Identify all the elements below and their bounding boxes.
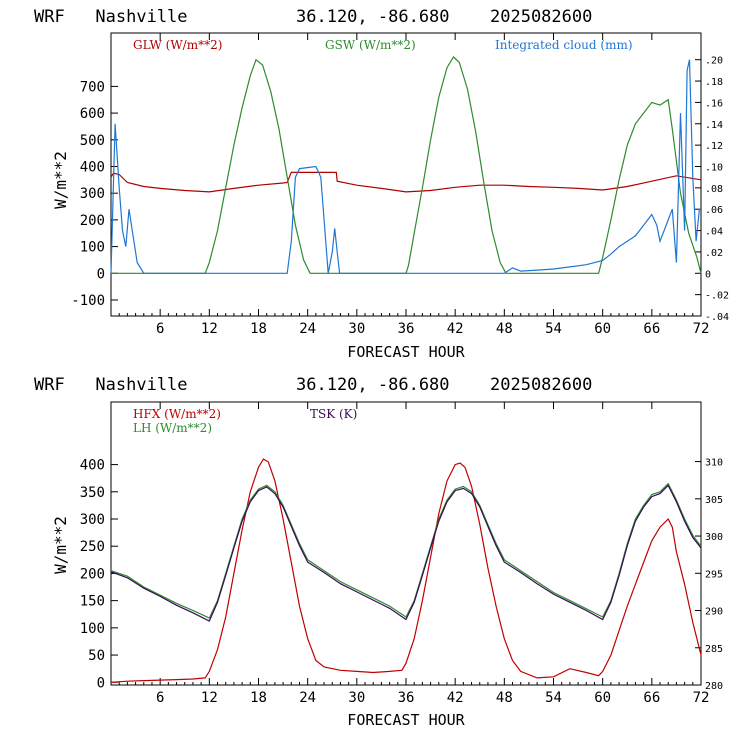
series-line-cloud <box>110 59 701 274</box>
y-tick-label: 100 <box>80 240 105 256</box>
bottom-legend-lh: LH (W/m**2) <box>133 421 212 435</box>
y-tick-label: 600 <box>80 106 105 122</box>
y-tick-label: 100 <box>80 621 105 637</box>
x-tick-label: 66 <box>643 321 660 337</box>
y2-tick-label: 310 <box>705 458 723 469</box>
bottom-y-axis: 0 50 100 150 200 250 300 350 400 <box>80 458 118 691</box>
x-tick-label: 42 <box>447 321 464 337</box>
top-title-date: 2025082600 <box>490 7 592 27</box>
y2-tick-label: .08 <box>705 184 723 195</box>
y2-tick-label: 305 <box>705 495 723 506</box>
y2-tick-label: .16 <box>705 98 723 109</box>
top-title-station: WRF Nashville <box>34 7 188 27</box>
x-tick-label: 54 <box>545 321 562 337</box>
x-tick-label: 6 <box>156 321 164 337</box>
x-tick-label: 60 <box>594 321 611 337</box>
x-tick-label: 18 <box>250 690 267 706</box>
y-tick-label: 500 <box>80 133 105 149</box>
series-line-glw <box>110 171 702 193</box>
x-tick-label: 72 <box>693 690 710 706</box>
y-tick-label: 200 <box>80 213 105 229</box>
x-tick-label: 36 <box>398 690 415 706</box>
top-series-group <box>110 56 702 274</box>
x-tick-label: 24 <box>299 321 316 337</box>
y2-tick-label: 0 <box>705 269 711 280</box>
y-tick-label: 50 <box>88 648 105 664</box>
y2-tick-label: .06 <box>705 205 723 216</box>
y-tick-label: -100 <box>71 293 105 309</box>
x-tick-label: 36 <box>398 321 415 337</box>
y-tick-label: 350 <box>80 485 105 501</box>
bottom-title-date: 2025082600 <box>490 375 592 395</box>
y2-tick-label: .18 <box>705 77 723 88</box>
y2-tick-label: -.04 <box>705 312 729 323</box>
series-line-hfx <box>110 458 702 683</box>
x-tick-label: 60 <box>594 690 611 706</box>
x-tick-label: 30 <box>348 321 365 337</box>
y2-tick-label: .14 <box>705 120 723 131</box>
y2-tick-label: 280 <box>705 681 723 692</box>
x-tick-label: 66 <box>643 690 660 706</box>
x-tick-label: 48 <box>496 321 513 337</box>
x-tick-label: 24 <box>299 690 316 706</box>
bottom-x-axis-label: FORECAST HOUR <box>347 711 465 729</box>
top-x-axis-label: FORECAST HOUR <box>347 343 465 361</box>
y-tick-label: 0 <box>97 266 105 282</box>
top-chart-header: WRF Nashville 36.120, -86.680 2025082600 <box>34 7 592 27</box>
y-tick-label: 300 <box>80 186 105 202</box>
top-legend: GLW (W/m**2) GSW (W/m**2) Integrated clo… <box>133 38 633 52</box>
bottom-chart-header: WRF Nashville 36.120, -86.680 2025082600 <box>34 375 592 395</box>
y2-tick-label: 285 <box>705 644 723 655</box>
top-y2-axis: -.04 -.02 0 .02 .04 .06 .08 .10 .12 .14 .16 .18 .20 <box>695 56 729 323</box>
bottom-series-group <box>110 458 702 683</box>
top-legend-cloud: Integrated cloud (mm) <box>495 38 633 52</box>
x-tick-label: 12 <box>201 690 218 706</box>
top-title-coords: 36.120, -86.680 <box>296 7 450 27</box>
y-tick-label: 200 <box>80 566 105 582</box>
y2-tick-label: .04 <box>705 227 723 238</box>
top-legend-gsw: GSW (W/m**2) <box>325 38 416 52</box>
y2-tick-label: 290 <box>705 607 723 618</box>
y2-tick-label: .10 <box>705 162 723 173</box>
bottom-x-axis: 6 12 18 24 30 36 42 48 54 60 66 72 <box>118 402 710 706</box>
y-tick-label: 150 <box>80 594 105 610</box>
y-tick-label: 300 <box>80 512 105 528</box>
bottom-legend: HFX (W/m**2) LH (W/m**2) TSK (K) <box>133 407 357 435</box>
bottom-legend-tsk: TSK (K) <box>310 407 357 421</box>
x-tick-label: 12 <box>201 321 218 337</box>
top-y-axis-label: W/m**2 <box>51 151 70 209</box>
x-tick-label: 42 <box>447 690 464 706</box>
x-tick-label: 18 <box>250 321 267 337</box>
top-legend-glw: GLW (W/m**2) <box>133 38 222 52</box>
bottom-title-coords: 36.120, -86.680 <box>296 375 450 395</box>
x-tick-label: 30 <box>348 690 365 706</box>
y-tick-label: 400 <box>80 159 105 175</box>
y2-tick-label: -.02 <box>705 291 729 302</box>
y2-tick-label: 300 <box>705 532 723 543</box>
series-line-tsk <box>110 484 702 622</box>
bottom-y-axis-label: W/m**2 <box>51 516 70 574</box>
bottom-legend-hfx: HFX (W/m**2) <box>133 407 221 421</box>
y-tick-label: 700 <box>80 79 105 95</box>
x-tick-label: 48 <box>496 690 513 706</box>
x-tick-label: 54 <box>545 690 562 706</box>
x-tick-label: 72 <box>693 321 710 337</box>
y-tick-label: 250 <box>80 539 105 555</box>
bottom-title-station: WRF Nashville <box>34 375 188 395</box>
y2-tick-label: .02 <box>705 248 723 259</box>
top-y-axis: -100 0 100 200 300 400 500 600 700 <box>71 79 118 309</box>
bottom-y2-axis: 280 285 290 295 300 305 310 <box>695 458 723 692</box>
y-tick-label: 0 <box>97 675 105 691</box>
y2-tick-label: .12 <box>705 141 723 152</box>
series-line-gsw <box>111 56 702 274</box>
x-tick-label: 6 <box>156 690 164 706</box>
top-x-axis: 6 12 18 24 30 36 42 48 54 60 66 72 <box>118 33 710 337</box>
y-tick-label: 400 <box>80 458 105 474</box>
bottom-plot-frame <box>110 401 702 686</box>
y2-tick-label: 295 <box>705 569 723 580</box>
y2-tick-label: .20 <box>705 56 723 67</box>
